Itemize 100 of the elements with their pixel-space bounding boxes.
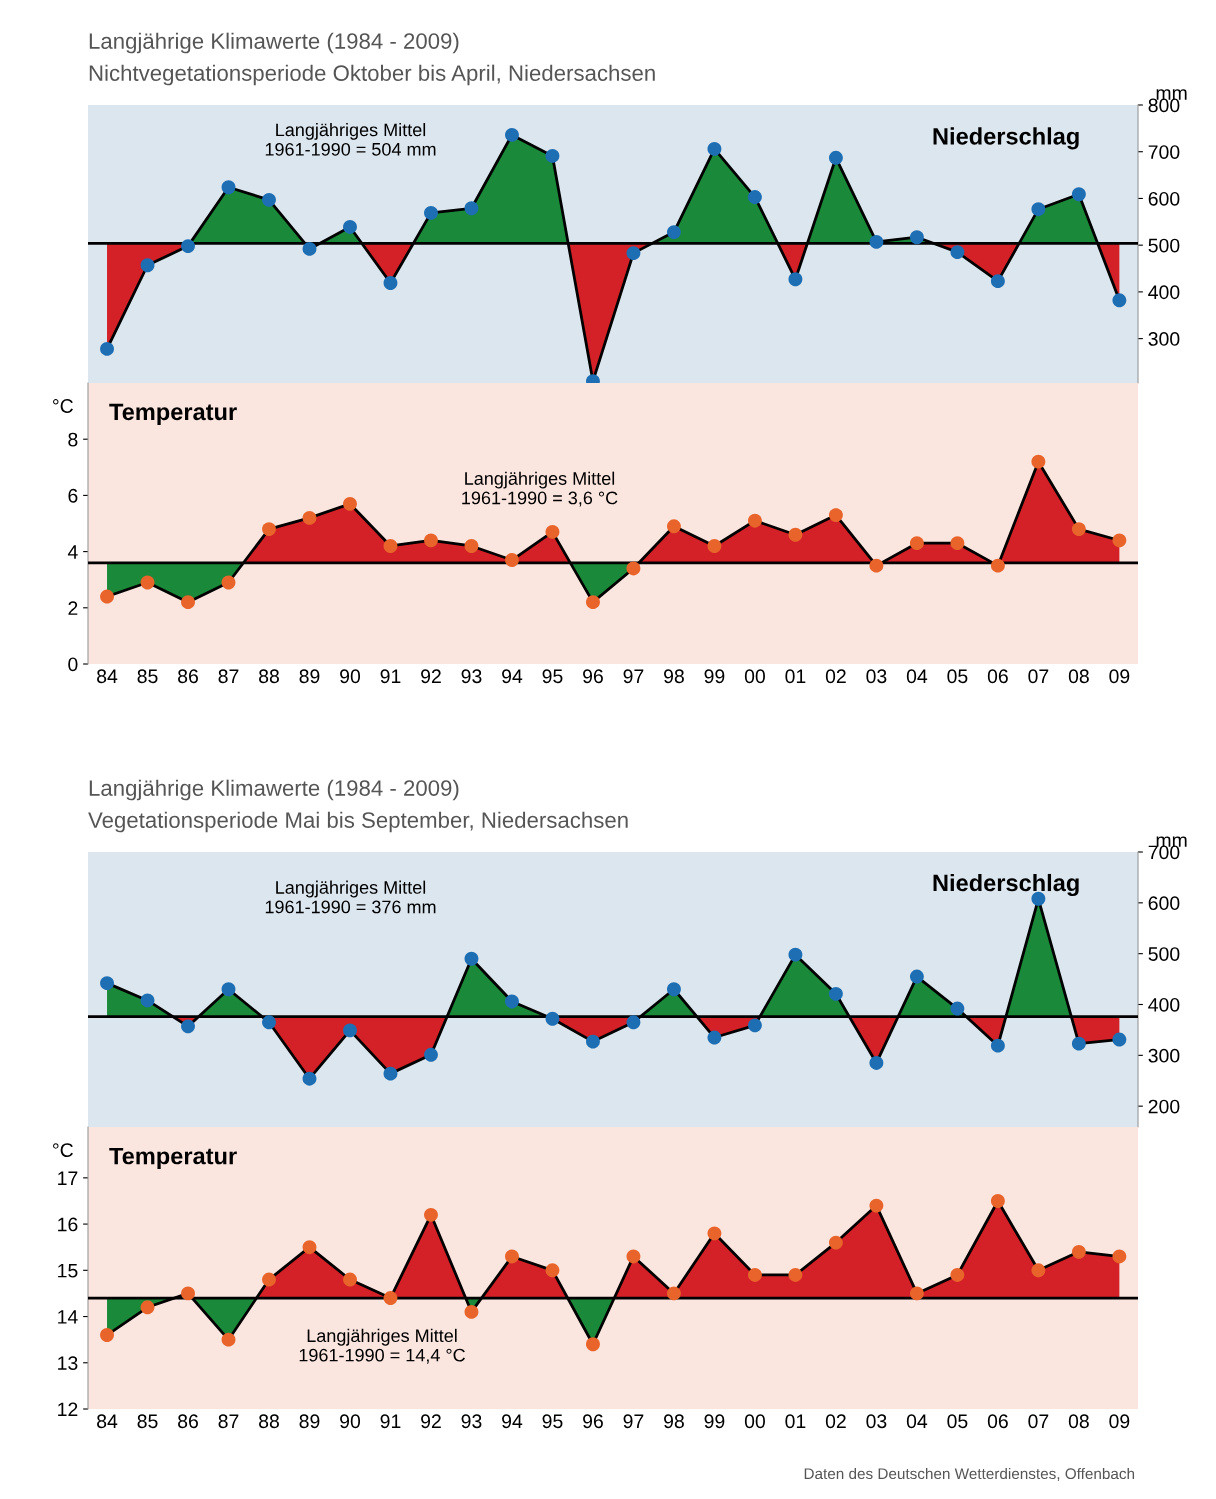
point: [262, 1015, 276, 1030]
x-tick-label: 07: [1028, 1414, 1049, 1429]
chart-subtitle: Vegetationsperiode Mai bis September, Niedersachsen: [88, 811, 628, 833]
point: [909, 969, 924, 984]
point: [424, 533, 438, 548]
point: [950, 1267, 965, 1282]
x-tick-label: 05: [947, 669, 968, 684]
y2-tick-label: 500: [1148, 947, 1180, 961]
x-tick-label: 94: [502, 1414, 523, 1429]
point: [990, 1194, 1005, 1208]
series-label: Niederschlag: [933, 873, 1079, 897]
point: [545, 524, 560, 539]
y2-tick-label: 200: [1148, 1099, 1180, 1114]
text: Daten des Deutschen Wetterdienstes, Offenbach: [804, 1467, 1135, 1481]
point: [626, 561, 641, 576]
series-label: Niederschlag: [933, 127, 1079, 150]
point: [100, 589, 114, 604]
point: [181, 1019, 195, 1034]
point: [1071, 187, 1086, 202]
point: [788, 1267, 803, 1282]
point: [747, 1267, 762, 1282]
x-tick-label: 96: [583, 669, 603, 684]
point: [545, 148, 560, 163]
point: [424, 1207, 438, 1222]
point: [747, 513, 762, 528]
point: [909, 536, 924, 551]
y-tick-label: 15: [58, 1263, 78, 1278]
x-tick-label: 84: [97, 669, 118, 684]
point: [1112, 1249, 1127, 1264]
annotation: Langjähriges Mittel 1961-1990 = 504 mm: [265, 123, 436, 156]
point: [140, 575, 155, 590]
point: [140, 258, 155, 273]
y2-tick-label: 500: [1148, 238, 1180, 253]
x-tick-label: 84: [97, 1414, 118, 1429]
point: [747, 1018, 762, 1033]
point: [140, 993, 155, 1008]
annotation: Langjähriges Mittel 1961-1990 = 3,6 °C: [462, 471, 618, 507]
y2-tick-label: 300: [1148, 332, 1180, 346]
text: Temperatur: [109, 403, 237, 425]
x-tick-label: 04: [906, 1414, 928, 1429]
point: [302, 1071, 317, 1086]
point: [950, 245, 965, 260]
point: [343, 1272, 357, 1287]
y2-tick-label: 600: [1148, 896, 1180, 911]
point: [1112, 1032, 1127, 1047]
y-tick-label: 0: [68, 657, 78, 672]
point: [383, 1291, 398, 1305]
x-tick-label: 03: [866, 1414, 887, 1429]
y-axis-title: °C: [53, 1143, 73, 1157]
point: [302, 241, 317, 256]
y2-tick-label: 700: [1148, 845, 1180, 860]
point: [545, 1011, 560, 1026]
x-tick-label: 89: [299, 1414, 320, 1429]
point: [1071, 1036, 1086, 1051]
point: [343, 220, 357, 234]
y-tick-label: 4: [67, 545, 78, 559]
point: [950, 1001, 965, 1016]
point: [828, 1235, 843, 1250]
y2-axis-title: mm: [1156, 89, 1187, 100]
point: [667, 982, 681, 997]
x-tick-label: 08: [1068, 669, 1089, 684]
point: [1031, 202, 1046, 217]
point: [505, 553, 519, 567]
point: [626, 246, 641, 261]
point: [302, 1240, 317, 1255]
point: [950, 536, 965, 551]
point: [464, 201, 479, 216]
point: [383, 276, 398, 290]
x-tick-label: 86: [178, 1414, 198, 1429]
y-tick-label: 14: [58, 1310, 78, 1324]
point: [667, 519, 681, 534]
annotation: Langjähriges Mittel 1961-1990 = 14,4 °C: [299, 1328, 465, 1364]
x-tick-label: 88: [259, 1414, 279, 1429]
point: [707, 1226, 722, 1241]
point: [140, 1300, 155, 1315]
y2-tick-label: 400: [1148, 285, 1180, 300]
x-tick-label: 03: [866, 669, 887, 684]
x-tick-label: 97: [623, 1414, 644, 1429]
point: [788, 527, 803, 542]
point: [1112, 533, 1127, 548]
chart-subtitle: Nichtvegetationsperiode Oktober bis April, Niedersachsen: [89, 64, 655, 86]
point: [505, 127, 519, 142]
y2-tick-label: 400: [1148, 997, 1180, 1012]
x-tick-label: 86: [178, 669, 198, 684]
x-tick-label: 09: [1109, 669, 1130, 684]
x-tick-label: 91: [380, 669, 401, 684]
point: [464, 1304, 479, 1319]
chart-title: Langjährige Klimawerte (1984 - 2009): [89, 32, 459, 54]
point: [707, 141, 722, 156]
point: [990, 274, 1005, 289]
point: [626, 1249, 641, 1264]
point: [221, 1332, 236, 1347]
point: [869, 1198, 884, 1213]
y-tick-label: 2: [68, 601, 78, 615]
x-tick-label: 93: [461, 1414, 482, 1429]
point: [221, 180, 236, 195]
point: [1071, 522, 1086, 537]
y2-axis-title: mm: [1156, 836, 1187, 847]
point: [586, 1034, 600, 1049]
x-tick-label: 05: [947, 1414, 968, 1429]
